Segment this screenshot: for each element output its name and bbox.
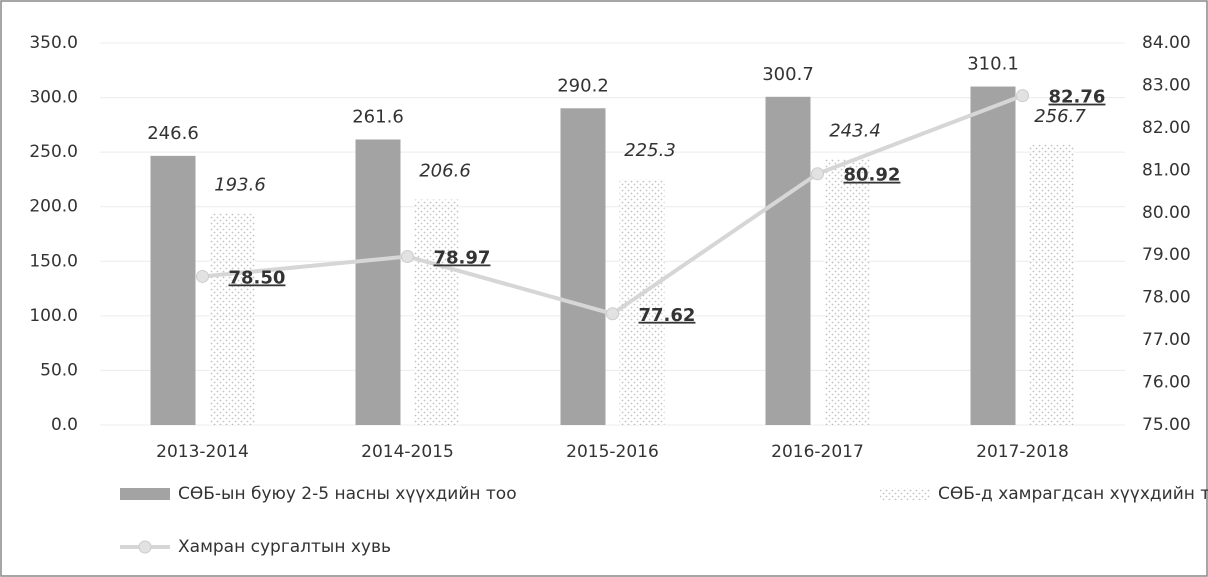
- bar: [150, 155, 196, 426]
- legend-swatch: [880, 488, 930, 500]
- bar: [824, 159, 870, 425]
- line-value-label: 77.62: [639, 305, 696, 326]
- line-marker: [401, 249, 414, 263]
- line: [202, 93, 1024, 316]
- bar-value-label: 243.4: [829, 120, 881, 141]
- x-tick-label: 2017-2018: [976, 442, 1069, 462]
- bar-value-label: 300.7: [762, 64, 814, 85]
- bar: [355, 139, 401, 425]
- line-marker: [811, 167, 824, 181]
- y-tick-label: 100.0: [29, 306, 78, 326]
- x-tick-label: 2013-2014: [156, 442, 249, 462]
- bar-value-label: 206.6: [419, 161, 471, 182]
- bar-value-label: 310.1: [967, 54, 1019, 75]
- bar-value-label: 256.7: [1034, 106, 1086, 127]
- y2-tick-label: 75.00: [1142, 415, 1191, 435]
- y2-tick-label: 79.00: [1142, 245, 1191, 265]
- line-marker: [196, 269, 209, 283]
- x-tick-label: 2015-2016: [566, 442, 659, 462]
- bar-value-label: 193.6: [214, 175, 266, 196]
- x-tick-label: 2016-2017: [771, 442, 864, 462]
- y2-tick-label: 81.00: [1142, 160, 1191, 180]
- bar: [1029, 144, 1075, 425]
- line-value-label: 78.97: [434, 247, 491, 268]
- y2-tick-label: 83.00: [1142, 75, 1191, 95]
- legend-label: Хамран сургалтын хувь: [178, 537, 391, 557]
- y-tick-label: 50.0: [40, 360, 78, 380]
- y-tick-label: 150.0: [29, 251, 78, 271]
- y-tick-label: 300.0: [29, 88, 78, 108]
- bar-value-label: 225.3: [624, 140, 676, 161]
- y-tick-label: 200.0: [29, 197, 78, 217]
- y-tick-label: 0.0: [51, 415, 78, 435]
- y2-tick-label: 78.00: [1142, 288, 1191, 308]
- y2-tick-label: 82.00: [1142, 118, 1191, 138]
- line-value-label: 80.92: [844, 165, 901, 186]
- y2-tick-label: 76.00: [1142, 373, 1191, 393]
- legend-label: СӨБ-ын буюу 2-5 насны хүүхдийн тоо: [178, 484, 517, 504]
- y-tick-label: 350.0: [29, 33, 78, 53]
- line-marker: [606, 307, 619, 321]
- bar: [970, 86, 1016, 425]
- bar-value-label: 261.6: [352, 106, 404, 127]
- y2-tick-label: 80.00: [1142, 203, 1191, 223]
- legend-label: СӨБ-д хамрагдсан хүүхдийн тоо, мянга: [938, 484, 1208, 504]
- bar-value-label: 290.2: [557, 75, 609, 96]
- y-tick-label: 250.0: [29, 142, 78, 162]
- line-value-label: 78.50: [229, 267, 286, 288]
- y2-tick-label: 84.00: [1142, 33, 1191, 53]
- line-marker: [1016, 89, 1029, 103]
- line-value-label: 82.76: [1049, 87, 1106, 108]
- bar: [765, 96, 811, 425]
- bar: [414, 199, 460, 425]
- legend-marker: [138, 540, 152, 554]
- bar-value-label: 246.6: [147, 123, 199, 144]
- x-tick-label: 2014-2015: [361, 442, 454, 462]
- y2-tick-label: 77.00: [1142, 330, 1191, 350]
- bar: [209, 213, 255, 425]
- legend-swatch: [120, 488, 170, 500]
- bar: [560, 108, 606, 425]
